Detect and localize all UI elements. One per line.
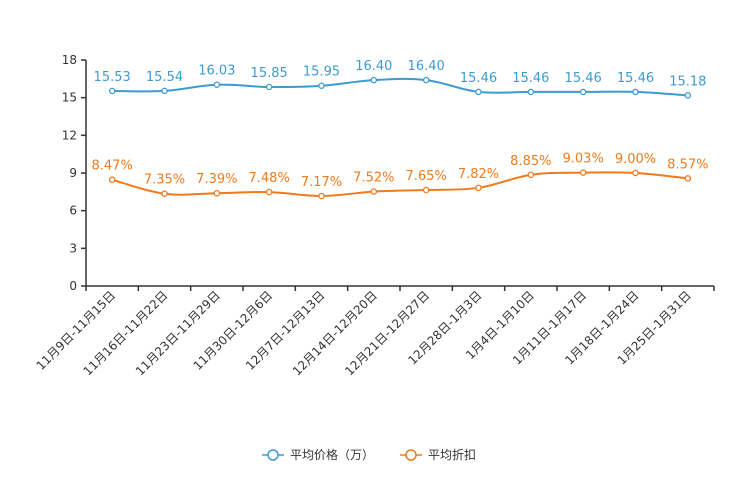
- data-point: [265, 188, 273, 196]
- legend-label: 平均折扣: [428, 447, 476, 462]
- data-point: [108, 87, 116, 95]
- data-point: [213, 81, 221, 88]
- data-label: 7.65%: [406, 169, 447, 184]
- data-point: [213, 189, 221, 197]
- data-point: [370, 188, 378, 195]
- data-point: [422, 186, 430, 194]
- data-label: 7.35%: [144, 173, 185, 188]
- y-tick-label: 6: [69, 204, 77, 218]
- data-point: [265, 83, 273, 91]
- data-point: [527, 171, 535, 179]
- data-point: [475, 88, 482, 96]
- axes: 036912151811月9日-11月15日11月16日-11月22日11月23…: [34, 53, 715, 378]
- data-point: [422, 76, 430, 84]
- data-label: 15.95: [303, 65, 340, 80]
- legend-item-2[interactable]: 平均折扣: [400, 447, 476, 462]
- series-layer: 15.53 15.54 16.03 15.85 15.95 16.40 16.40 15.46…: [92, 59, 708, 200]
- data-point: [318, 82, 325, 89]
- data-label: 8.47%: [92, 159, 133, 174]
- data-point: [684, 92, 692, 99]
- series-line: [112, 77, 688, 97]
- data-label: 15.18: [669, 74, 706, 89]
- data-label: 16.40: [355, 59, 392, 74]
- legend[interactable]: 平均价格（万） 平均折扣: [262, 447, 476, 462]
- y-tick-label: 18: [62, 53, 77, 67]
- data-point: [318, 192, 325, 200]
- data-label: 7.52%: [353, 171, 394, 186]
- data-label: 8.85%: [510, 154, 551, 169]
- y-tick-label: 9: [69, 166, 77, 180]
- data-label: 15.46: [617, 71, 654, 86]
- series-line: [111, 171, 688, 197]
- data-label: 9.03%: [563, 152, 604, 167]
- legend-item-1[interactable]: 平均价格（万）: [262, 447, 374, 462]
- data-label: 7.17%: [301, 175, 342, 190]
- data-label: 7.82%: [458, 167, 499, 182]
- legend-marker-icon: [267, 449, 279, 461]
- data-label: 16.03: [198, 64, 235, 79]
- y-tick-label: 3: [69, 241, 77, 255]
- y-tick-label: 0: [69, 279, 77, 293]
- data-label: 15.85: [251, 66, 288, 81]
- legend-label: 平均价格（万）: [290, 447, 374, 462]
- y-tick-label: 15: [62, 91, 77, 105]
- data-point: [632, 169, 639, 177]
- data-point: [684, 175, 692, 182]
- data-point: [527, 88, 535, 96]
- series-2: 8.47% 7.35% 7.39% 7.48% 7.17% 7.52% 7.65% 7.82%…: [92, 152, 708, 200]
- series-1: 15.53 15.54 16.03 15.85 15.95 16.40 16.40 15.46…: [94, 59, 706, 99]
- data-label: 16.40: [408, 59, 445, 74]
- data-point: [475, 184, 482, 192]
- data-label: 9.00%: [615, 152, 656, 167]
- data-label: 15.46: [460, 71, 497, 86]
- data-label: 15.53: [94, 70, 131, 85]
- data-point: [579, 169, 587, 176]
- y-tick-label: 12: [62, 128, 77, 142]
- data-label: 15.46: [512, 71, 549, 86]
- data-point: [632, 88, 639, 96]
- data-label: 7.48%: [249, 171, 290, 186]
- data-label: 15.54: [146, 70, 183, 85]
- data-point: [161, 87, 168, 95]
- data-point: [579, 88, 587, 96]
- data-point: [108, 176, 116, 183]
- data-label: 8.57%: [667, 157, 708, 172]
- data-label: 7.39%: [196, 172, 237, 187]
- data-point: [370, 76, 378, 84]
- data-label: 15.46: [565, 71, 602, 86]
- legend-marker-icon: [405, 449, 417, 461]
- data-point: [161, 190, 168, 197]
